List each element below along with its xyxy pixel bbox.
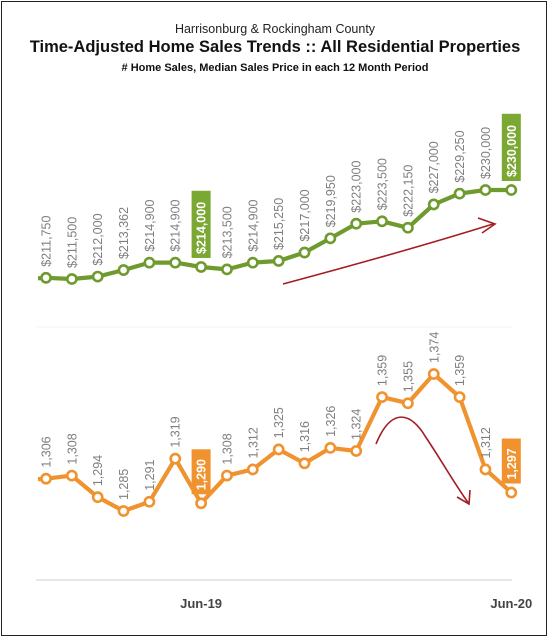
median-price-data-label: $223,500: [376, 158, 390, 210]
home-sales-data-label: 1,359: [453, 355, 467, 386]
chart-subtitle: # Home Sales, Median Sales Price in each…: [121, 62, 429, 74]
home-sales-data-label: 1,312: [479, 427, 493, 458]
median-price-data-label: $219,950: [324, 175, 338, 227]
median-price-data-label: $214,900: [246, 199, 260, 251]
median-price-point: [143, 256, 156, 269]
home-sales-line: [37, 371, 513, 514]
home-sales-data-label: 1,285: [117, 469, 131, 500]
home-sales-point: [169, 452, 182, 465]
median-price-point: [65, 273, 78, 285]
median-price-data-label: $211,500: [65, 217, 79, 268]
home-sales-series: 1,306 1,308 1,294 1,285 1,291 1,319 1,290 1,308…: [37, 332, 521, 517]
home-sales-point: [272, 443, 285, 456]
median-price-highlight-label: $214,000: [195, 202, 209, 254]
home-sales-data-label: 1,325: [272, 407, 286, 438]
median-price-data-label: $214,900: [169, 199, 183, 251]
home-sales-point: [246, 463, 259, 476]
median-price-series: $211,750 $211,500 $212,000 $213,362 $214,900…: [37, 113, 521, 285]
median-price-data-label: $230,000: [479, 127, 493, 179]
upward-trend-arrowhead: [477, 217, 497, 234]
median-price-point: [195, 261, 207, 273]
home-sales-highlight-box: [191, 449, 211, 495]
median-price-point: [479, 184, 492, 196]
home-sales-data-label: 1,324: [350, 409, 364, 440]
home-sales-highlight-box: [501, 438, 521, 484]
median-price-data-label: $229,250: [453, 130, 467, 182]
median-price-data-label: $217,000: [298, 189, 312, 241]
home-sales-point: [401, 397, 414, 410]
median-price-highlight-box: [501, 113, 521, 181]
home-sales-point: [65, 469, 78, 482]
median-price-point: [427, 198, 440, 211]
median-price-point: [298, 246, 311, 259]
home-sales-data-label: 1,359: [376, 355, 390, 386]
x-tick-label: Jun-20: [490, 596, 532, 611]
region-label: Harrisonburg & Rockingham County: [174, 22, 376, 36]
home-sales-point: [427, 368, 440, 380]
median-price-data-label: $223,000: [350, 160, 364, 212]
home-sales-point: [479, 463, 492, 476]
home-sales-data-label: 1,291: [143, 459, 157, 490]
median-price-data-label: $213,500: [220, 206, 234, 258]
x-tick-label: Jun-19: [180, 596, 222, 611]
downward-trend-arrowhead: [456, 489, 471, 506]
home-sales-data-label: 1,312: [246, 427, 260, 458]
median-price-data-label: $222,150: [401, 165, 415, 217]
median-price-highlight-box: [191, 190, 211, 258]
downward-trend-arrow: [375, 416, 470, 505]
median-price-point: [117, 264, 130, 276]
upward-trend-arrow: [282, 223, 494, 285]
chart-title: Time-Adjusted Home Sales Trends :: All R…: [29, 38, 521, 56]
home-sales-point: [376, 391, 388, 403]
median-price-point: [376, 215, 388, 228]
home-sales-data-label: 1,308: [65, 433, 79, 464]
home-sales-point: [298, 457, 311, 470]
median-price-highlight-label: $230,000: [505, 125, 519, 177]
trend-annotations: [282, 217, 497, 506]
median-price-data-label: $227,000: [427, 141, 441, 193]
home-sales-point: [350, 445, 363, 457]
home-sales-data-label: 1,308: [220, 433, 234, 464]
home-sales-data-label: 1,306: [40, 436, 54, 467]
home-sales-data-label: 1,374: [427, 332, 441, 363]
home-sales-point: [117, 505, 130, 517]
median-price-point: [221, 263, 233, 276]
home-sales-highlight-label: 1,297: [505, 448, 519, 479]
median-price-data-label: $215,250: [272, 198, 286, 250]
home-sales-point: [40, 472, 52, 485]
median-price-point: [246, 256, 259, 269]
home-sales-data-label: 1,294: [91, 455, 105, 486]
median-price-data-label: $214,900: [143, 199, 157, 251]
home-sales-point: [221, 469, 233, 482]
median-price-data-label: $212,000: [91, 213, 105, 265]
home-sales-point: [143, 495, 156, 508]
median-price-point: [91, 270, 104, 283]
median-price-point: [453, 187, 466, 200]
median-price-point: [350, 217, 363, 230]
home-sales-data-label: 1,355: [401, 361, 415, 392]
home-sales-point: [91, 491, 104, 504]
home-sales-point: [195, 497, 207, 510]
home-sales-point: [505, 486, 518, 499]
home-sales-data-label: 1,316: [298, 421, 312, 452]
median-price-data-label: $211,750: [40, 216, 54, 267]
median-price-point: [272, 255, 285, 267]
median-price-data-label: $213,362: [117, 207, 131, 259]
home-sales-data-label: 1,326: [324, 406, 338, 437]
median-price-point: [324, 232, 337, 245]
median-price-point: [401, 221, 414, 234]
median-price-point: [505, 184, 518, 196]
home-sales-point: [324, 441, 337, 454]
median-price-point: [40, 271, 52, 284]
home-sales-highlight-label: 1,290: [195, 459, 209, 490]
median-price-point: [169, 256, 182, 269]
home-sales-data-label: 1,319: [169, 416, 183, 447]
home-sales-point: [453, 391, 466, 403]
